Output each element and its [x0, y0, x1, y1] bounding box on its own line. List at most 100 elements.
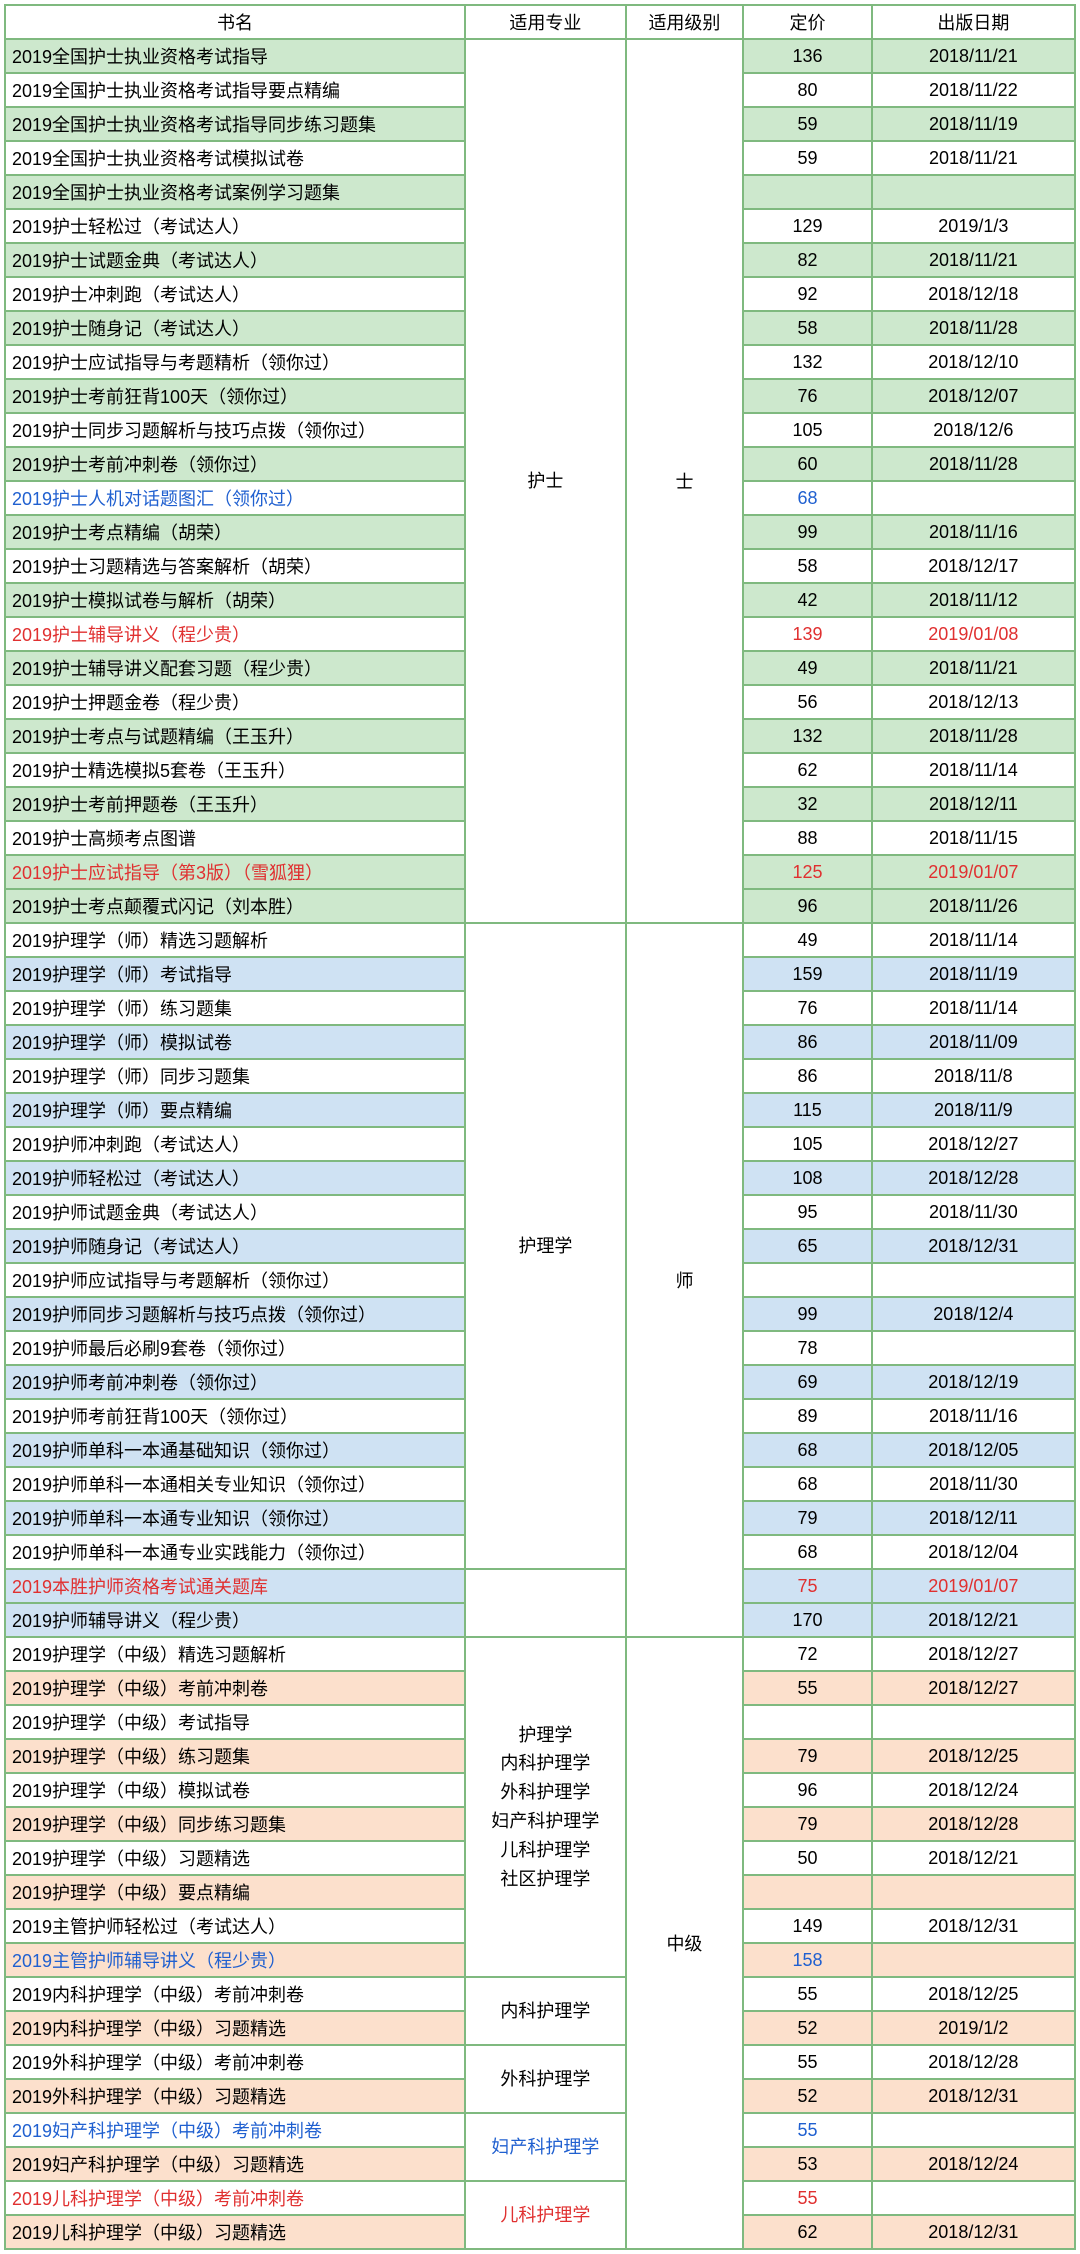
price-cell: 62 — [743, 2215, 871, 2249]
book-name: 2019护师轻松过（考试达人） — [5, 1161, 465, 1195]
date-cell: 2018/11/21 — [872, 651, 1075, 685]
price-cell: 105 — [743, 1127, 871, 1161]
books-table: 书名 适用专业 适用级别 定价 出版日期 2019全国护士执业资格考试指导护士士… — [4, 4, 1076, 2250]
date-cell: 2019/01/08 — [872, 617, 1075, 651]
major-cell: 儿科护理学 — [465, 2181, 626, 2249]
date-cell: 2018/12/31 — [872, 1229, 1075, 1263]
price-cell: 52 — [743, 2079, 871, 2113]
price-cell: 139 — [743, 617, 871, 651]
price-cell: 158 — [743, 1943, 871, 1977]
price-cell: 69 — [743, 1365, 871, 1399]
date-cell: 2018/12/21 — [872, 1841, 1075, 1875]
price-cell: 132 — [743, 719, 871, 753]
date-cell: 2018/11/09 — [872, 1025, 1075, 1059]
book-name: 2019儿科护理学（中级）习题精选 — [5, 2215, 465, 2249]
book-name: 2019主管护师辅导讲义（程少贵） — [5, 1943, 465, 1977]
price-cell: 132 — [743, 345, 871, 379]
price-cell: 92 — [743, 277, 871, 311]
date-cell: 2018/12/11 — [872, 1501, 1075, 1535]
date-cell — [872, 2113, 1075, 2147]
date-cell: 2018/11/21 — [872, 141, 1075, 175]
major-cell: 护士 — [465, 39, 626, 923]
date-cell — [872, 1331, 1075, 1365]
book-name: 2019护师考前冲刺卷（领你过） — [5, 1365, 465, 1399]
book-name: 2019护师应试指导与考题解析（领你过） — [5, 1263, 465, 1297]
book-name: 2019护士应试指导（第3版）（雪狐狸） — [5, 855, 465, 889]
book-name: 2019主管护师轻松过（考试达人） — [5, 1909, 465, 1943]
price-cell: 76 — [743, 379, 871, 413]
date-cell: 2018/11/14 — [872, 923, 1075, 957]
date-cell: 2018/11/12 — [872, 583, 1075, 617]
book-name: 2019护理学（师）练习题集 — [5, 991, 465, 1025]
price-cell: 99 — [743, 1297, 871, 1331]
date-cell: 2018/12/19 — [872, 1365, 1075, 1399]
book-name: 2019护师冲刺跑（考试达人） — [5, 1127, 465, 1161]
price-cell: 82 — [743, 243, 871, 277]
date-cell — [872, 1875, 1075, 1909]
date-cell: 2018/12/05 — [872, 1433, 1075, 1467]
price-cell: 55 — [743, 1671, 871, 1705]
price-cell: 105 — [743, 413, 871, 447]
price-cell: 50 — [743, 1841, 871, 1875]
level-cell: 师 — [626, 923, 744, 1637]
date-cell: 2018/12/31 — [872, 2079, 1075, 2113]
table-row: 2019护理学（中级）精选习题解析护理学 内科护理学 外科护理学 妇产科护理学 … — [5, 1637, 1075, 1671]
price-cell: 58 — [743, 549, 871, 583]
date-cell: 2019/01/07 — [872, 1569, 1075, 1603]
price-cell: 88 — [743, 821, 871, 855]
price-cell: 59 — [743, 107, 871, 141]
price-cell: 60 — [743, 447, 871, 481]
date-cell: 2018/12/6 — [872, 413, 1075, 447]
book-name: 2019护理学（师）考试指导 — [5, 957, 465, 991]
price-cell: 72 — [743, 1637, 871, 1671]
book-name: 2019护师试题金典（考试达人） — [5, 1195, 465, 1229]
book-name: 2019本胜护师资格考试通关题库 — [5, 1569, 465, 1603]
date-cell: 2018/11/9 — [872, 1093, 1075, 1127]
date-cell: 2018/11/14 — [872, 991, 1075, 1025]
table-row: 2019外科护理学（中级）考前冲刺卷外科护理学552018/12/28 — [5, 2045, 1075, 2079]
date-cell: 2018/11/26 — [872, 889, 1075, 923]
date-cell — [872, 1943, 1075, 1977]
price-cell: 68 — [743, 481, 871, 515]
book-name: 2019妇产科护理学（中级）考前冲刺卷 — [5, 2113, 465, 2147]
book-name: 2019护士习题精选与答案解析（胡荣） — [5, 549, 465, 583]
price-cell: 129 — [743, 209, 871, 243]
date-cell: 2018/12/24 — [872, 2147, 1075, 2181]
price-cell: 56 — [743, 685, 871, 719]
price-cell: 115 — [743, 1093, 871, 1127]
book-name: 2019护理学（中级）精选习题解析 — [5, 1637, 465, 1671]
price-cell: 159 — [743, 957, 871, 991]
price-cell: 53 — [743, 2147, 871, 2181]
date-cell: 2018/11/28 — [872, 447, 1075, 481]
price-cell: 96 — [743, 1773, 871, 1807]
price-cell: 62 — [743, 753, 871, 787]
book-name: 2019护士轻松过（考试达人） — [5, 209, 465, 243]
book-name: 2019护士考前狂背100天（领你过） — [5, 379, 465, 413]
price-cell: 58 — [743, 311, 871, 345]
date-cell: 2018/12/18 — [872, 277, 1075, 311]
date-cell: 2018/11/8 — [872, 1059, 1075, 1093]
price-cell: 95 — [743, 1195, 871, 1229]
book-name: 2019妇产科护理学（中级）习题精选 — [5, 2147, 465, 2181]
book-name: 2019护士辅导讲义（程少贵） — [5, 617, 465, 651]
date-cell: 2018/11/16 — [872, 515, 1075, 549]
date-cell: 2018/11/28 — [872, 719, 1075, 753]
book-name: 2019护师考前狂背100天（领你过） — [5, 1399, 465, 1433]
book-name: 2019护士同步习题解析与技巧点拨（领你过） — [5, 413, 465, 447]
header-row: 书名 适用专业 适用级别 定价 出版日期 — [5, 5, 1075, 39]
price-cell: 108 — [743, 1161, 871, 1195]
date-cell: 2018/11/21 — [872, 243, 1075, 277]
book-name: 2019护理学（中级）同步练习题集 — [5, 1807, 465, 1841]
price-cell: 96 — [743, 889, 871, 923]
date-cell: 2018/11/15 — [872, 821, 1075, 855]
price-cell: 65 — [743, 1229, 871, 1263]
date-cell: 2019/1/2 — [872, 2011, 1075, 2045]
book-name: 2019护师辅导讲义（程少贵） — [5, 1603, 465, 1637]
book-name: 2019内科护理学（中级）习题精选 — [5, 2011, 465, 2045]
book-name: 2019护师单科一本通专业实践能力（领你过） — [5, 1535, 465, 1569]
header-level: 适用级别 — [626, 5, 744, 39]
date-cell: 2018/11/30 — [872, 1467, 1075, 1501]
date-cell: 2018/12/31 — [872, 2215, 1075, 2249]
date-cell: 2018/11/19 — [872, 107, 1075, 141]
book-name: 2019外科护理学（中级）习题精选 — [5, 2079, 465, 2113]
